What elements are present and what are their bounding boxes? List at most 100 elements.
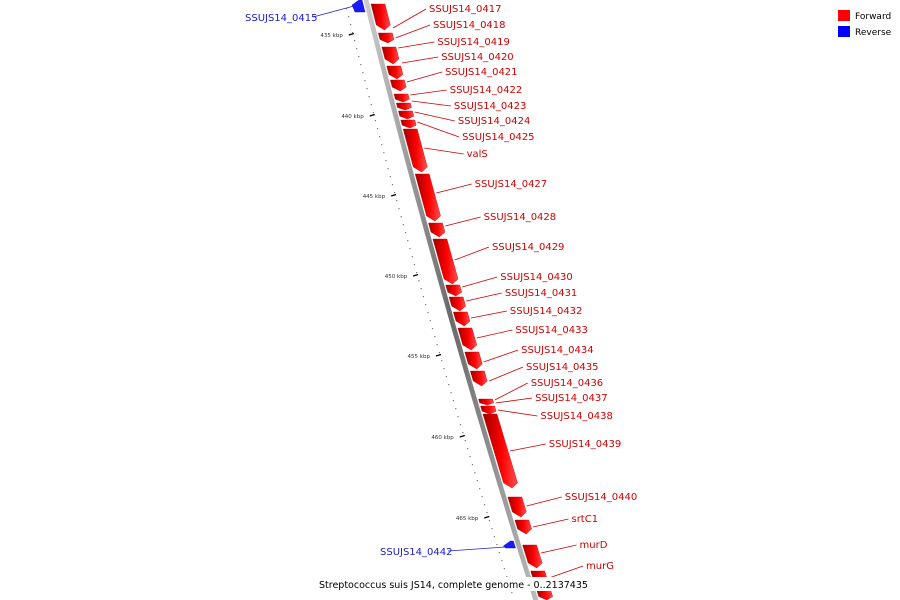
minor-tick bbox=[404, 232, 407, 234]
minor-tick bbox=[407, 240, 409, 242]
minor-tick bbox=[471, 464, 474, 466]
major-tick bbox=[390, 193, 397, 197]
minor-tick bbox=[455, 408, 457, 410]
minor-tick bbox=[411, 256, 413, 258]
minor-tick bbox=[383, 152, 385, 154]
caption-box: Streptococcus suis JS14, complete genome… bbox=[316, 577, 588, 591]
forward-gene bbox=[432, 238, 459, 285]
leader-line bbox=[410, 89, 447, 96]
leader-line bbox=[411, 100, 451, 107]
forward-gene bbox=[536, 589, 553, 600]
forward-gene bbox=[457, 327, 478, 351]
minor-tick bbox=[396, 200, 398, 202]
forward-gene bbox=[390, 79, 407, 92]
leader-line bbox=[495, 397, 533, 404]
forward-gene bbox=[478, 398, 494, 406]
gene-label: SSUJS14_0427 bbox=[475, 179, 548, 190]
minor-tick bbox=[506, 576, 508, 578]
ruler-label: 450 kbp bbox=[385, 274, 408, 280]
gene-label: SSUJS14_0417 bbox=[429, 4, 502, 15]
genome-caption: Streptococcus suis JS14, complete genome… bbox=[319, 580, 588, 591]
gene-label: SSUJS14_0420 bbox=[441, 52, 514, 63]
gene-label: SSUJS14_0439 bbox=[549, 439, 622, 450]
minor-tick bbox=[459, 424, 462, 426]
leader-line bbox=[312, 5, 355, 18]
gene-label: SSUJS14_0432 bbox=[510, 306, 583, 317]
leader-line bbox=[509, 443, 546, 452]
gene-label: murD bbox=[580, 540, 608, 551]
forward-gene bbox=[514, 519, 532, 535]
gene-label: SSUJS14_0433 bbox=[515, 325, 588, 336]
legend: Forward Reverse bbox=[838, 10, 892, 38]
minor-tick bbox=[360, 64, 362, 66]
minor-tick bbox=[376, 128, 379, 130]
minor-tick bbox=[436, 344, 438, 346]
forward-gene bbox=[402, 128, 428, 173]
minor-tick bbox=[400, 216, 402, 218]
gene-label: SSUJS14_0429 bbox=[492, 242, 565, 253]
minor-tick bbox=[483, 504, 486, 506]
ruler-label: 435 kbp bbox=[320, 33, 343, 39]
leader-line bbox=[476, 329, 513, 339]
minor-tick bbox=[416, 272, 418, 274]
minor-tick bbox=[434, 336, 436, 338]
forward-gene bbox=[470, 370, 488, 387]
backbone-line bbox=[363, 0, 539, 600]
minor-tick bbox=[372, 112, 374, 114]
minor-tick bbox=[443, 368, 445, 370]
minor-tick bbox=[418, 280, 420, 282]
forward-gene bbox=[414, 173, 441, 222]
minor-tick bbox=[420, 288, 422, 290]
minor-tick bbox=[496, 544, 498, 546]
legend-reverse-swatch bbox=[838, 26, 850, 37]
forward-gene bbox=[445, 284, 462, 297]
minor-tick bbox=[409, 248, 411, 250]
minor-tick bbox=[346, 8, 348, 10]
leader-line bbox=[445, 216, 481, 227]
minor-tick bbox=[398, 208, 400, 210]
minor-tick bbox=[358, 56, 360, 58]
minor-tick bbox=[385, 160, 387, 162]
minor-tick bbox=[425, 304, 427, 306]
major-tick bbox=[369, 113, 375, 117]
leader-line bbox=[414, 111, 455, 122]
leader-line bbox=[548, 565, 584, 579]
ruler-label: 440 kbp bbox=[341, 114, 364, 120]
leader-line bbox=[447, 546, 506, 552]
leader-line bbox=[395, 24, 431, 39]
minor-tick bbox=[457, 416, 459, 418]
minor-tick bbox=[479, 488, 481, 490]
minor-tick bbox=[348, 16, 350, 18]
minor-tick bbox=[469, 456, 471, 458]
gene-label: SSUJS14_0419 bbox=[437, 37, 510, 48]
minor-tick bbox=[448, 384, 450, 386]
minor-tick bbox=[503, 568, 505, 570]
gene-label: SSUJS14_0431 bbox=[505, 288, 577, 299]
forward-gene bbox=[507, 496, 527, 518]
leader-line bbox=[526, 496, 562, 507]
minor-tick bbox=[481, 496, 483, 498]
leader-line bbox=[483, 349, 519, 363]
reverse-gene bbox=[503, 540, 516, 549]
reverse-gene bbox=[351, 0, 366, 13]
minor-tick bbox=[350, 24, 352, 26]
leader-line bbox=[424, 147, 464, 155]
gene-label: SSUJS14_0422 bbox=[450, 85, 523, 96]
leader-line bbox=[462, 276, 498, 288]
legend-reverse-label: Reverse bbox=[855, 28, 892, 38]
minor-tick bbox=[474, 472, 476, 474]
minor-tick bbox=[438, 352, 441, 354]
forward-gene bbox=[482, 413, 518, 489]
gene-label: SSUJS14_0415 bbox=[245, 13, 318, 24]
major-tick bbox=[459, 434, 465, 438]
minor-tick bbox=[356, 48, 358, 50]
minor-tick bbox=[501, 560, 503, 562]
gene-label: SSUJS14_0440 bbox=[565, 492, 638, 503]
minor-tick bbox=[452, 400, 454, 402]
gene-label: murG bbox=[586, 561, 614, 572]
forward-gene bbox=[522, 544, 543, 569]
minor-tick bbox=[391, 184, 394, 186]
leader-line bbox=[470, 310, 507, 319]
gene-label: valS bbox=[467, 149, 488, 160]
